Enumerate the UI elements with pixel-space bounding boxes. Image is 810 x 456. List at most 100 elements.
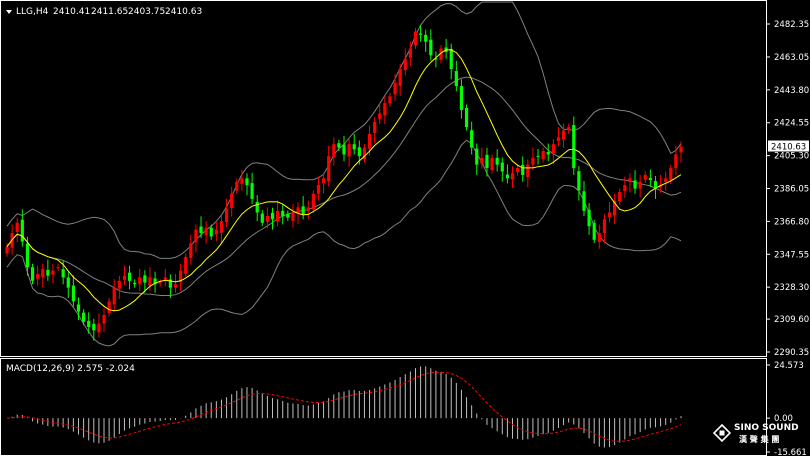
lower-band-line — [6, 139, 682, 347]
candle-body — [352, 144, 356, 150]
candle-body — [618, 192, 622, 202]
candle-body — [434, 58, 438, 60]
macd-axis: 24.573 0.00 -15.661 — [766, 361, 807, 456]
candle-body — [546, 152, 550, 155]
candle-body — [398, 69, 402, 86]
candle-body — [199, 226, 203, 234]
candle-body — [556, 137, 561, 142]
candle-body — [281, 210, 285, 216]
candle-body — [633, 180, 637, 189]
candle-body — [224, 209, 229, 223]
candle-body — [418, 33, 423, 35]
logo-square-icon — [719, 430, 725, 436]
candle-body — [561, 130, 566, 140]
candle-body — [311, 193, 315, 210]
price-tick-label: 2482.35 — [774, 20, 809, 30]
sino-sound-logo: SINO SOUND 漢 聲 集 團 — [712, 423, 799, 444]
macd-label: MACD(12,26,9) 2.575 -2.024 — [6, 364, 135, 374]
candle-body — [327, 156, 331, 182]
candle-body — [301, 206, 305, 215]
candle-body — [286, 213, 290, 218]
candle-body — [163, 277, 167, 280]
candle-body — [485, 154, 489, 169]
candle-body — [15, 222, 19, 232]
price-tick-label: 2290.35 — [774, 348, 809, 358]
candle-body — [449, 48, 453, 70]
candle-body — [582, 191, 586, 211]
price-tick-label: 2366.80 — [774, 217, 809, 227]
ma-line — [6, 49, 682, 312]
candle-body — [388, 96, 392, 104]
candle-body — [367, 133, 372, 149]
candle-body — [81, 312, 86, 322]
candle-body — [296, 207, 300, 214]
candle-body — [209, 227, 213, 237]
candle-body — [505, 174, 509, 179]
candle-body — [46, 269, 50, 276]
price-tick-label: 2328.30 — [774, 283, 809, 293]
candle-body — [378, 113, 382, 119]
candle-body — [321, 178, 326, 184]
price-tick-label: 2309.60 — [774, 315, 809, 325]
candle-body — [276, 210, 280, 222]
candle-body — [158, 282, 162, 284]
candle-body — [250, 183, 254, 199]
candle-body — [541, 151, 545, 160]
candle-body — [357, 147, 361, 157]
candle-body — [613, 200, 617, 216]
candle-body — [648, 178, 652, 181]
candle-body — [362, 147, 367, 160]
price-tick-label: 2405.30 — [774, 152, 809, 162]
candle-body — [219, 221, 224, 233]
candle-body — [41, 268, 45, 278]
candle-body — [240, 178, 244, 184]
candle-body — [607, 212, 612, 218]
candle-body — [245, 178, 249, 186]
candle-body — [429, 39, 433, 56]
candle-body — [25, 243, 30, 268]
macd-signal-line — [6, 371, 682, 442]
candle-body — [679, 146, 683, 153]
candle-body — [592, 223, 596, 240]
candle-body — [270, 212, 275, 220]
price-tick-label: 2424.55 — [774, 119, 809, 129]
dropdown-triangle-icon[interactable] — [6, 10, 12, 14]
price-tick-label: 2463.05 — [774, 53, 809, 63]
ohlc-low: 2403.75 — [128, 7, 165, 17]
candle-body — [235, 181, 239, 191]
candle-body — [439, 48, 443, 60]
candle-body — [454, 71, 458, 87]
moving-average-line — [6, 49, 682, 312]
watermark-brand: SINO SOUND — [734, 423, 799, 433]
candle-body — [316, 185, 321, 194]
candle-body — [153, 278, 157, 285]
macd-tick-label: -15.661 — [774, 448, 807, 456]
candle-body — [255, 201, 259, 213]
candle-body — [347, 144, 351, 157]
candle-body — [403, 58, 407, 71]
candle-body — [214, 229, 218, 235]
candle-body — [138, 277, 142, 285]
price-tick-label: 2443.80 — [774, 86, 809, 96]
candle-body — [66, 277, 70, 288]
candle-body — [332, 144, 336, 158]
candle-body — [658, 185, 663, 188]
candle-body — [194, 229, 198, 243]
candle-body — [628, 178, 632, 183]
candle-body — [30, 267, 35, 281]
candle-body — [623, 185, 627, 191]
candle-body — [189, 243, 193, 258]
candle-body — [5, 246, 9, 254]
candle-body — [674, 154, 678, 169]
candle-body — [148, 277, 152, 286]
candle-body — [97, 323, 101, 333]
candle-body — [117, 280, 121, 289]
candle-body — [510, 173, 515, 180]
candle-body — [480, 157, 484, 164]
candle-body — [653, 181, 658, 189]
ohlc-close: 2410.63 — [165, 7, 202, 17]
candle-body — [383, 103, 387, 116]
candle-body — [408, 48, 412, 58]
candle-body — [260, 213, 264, 223]
